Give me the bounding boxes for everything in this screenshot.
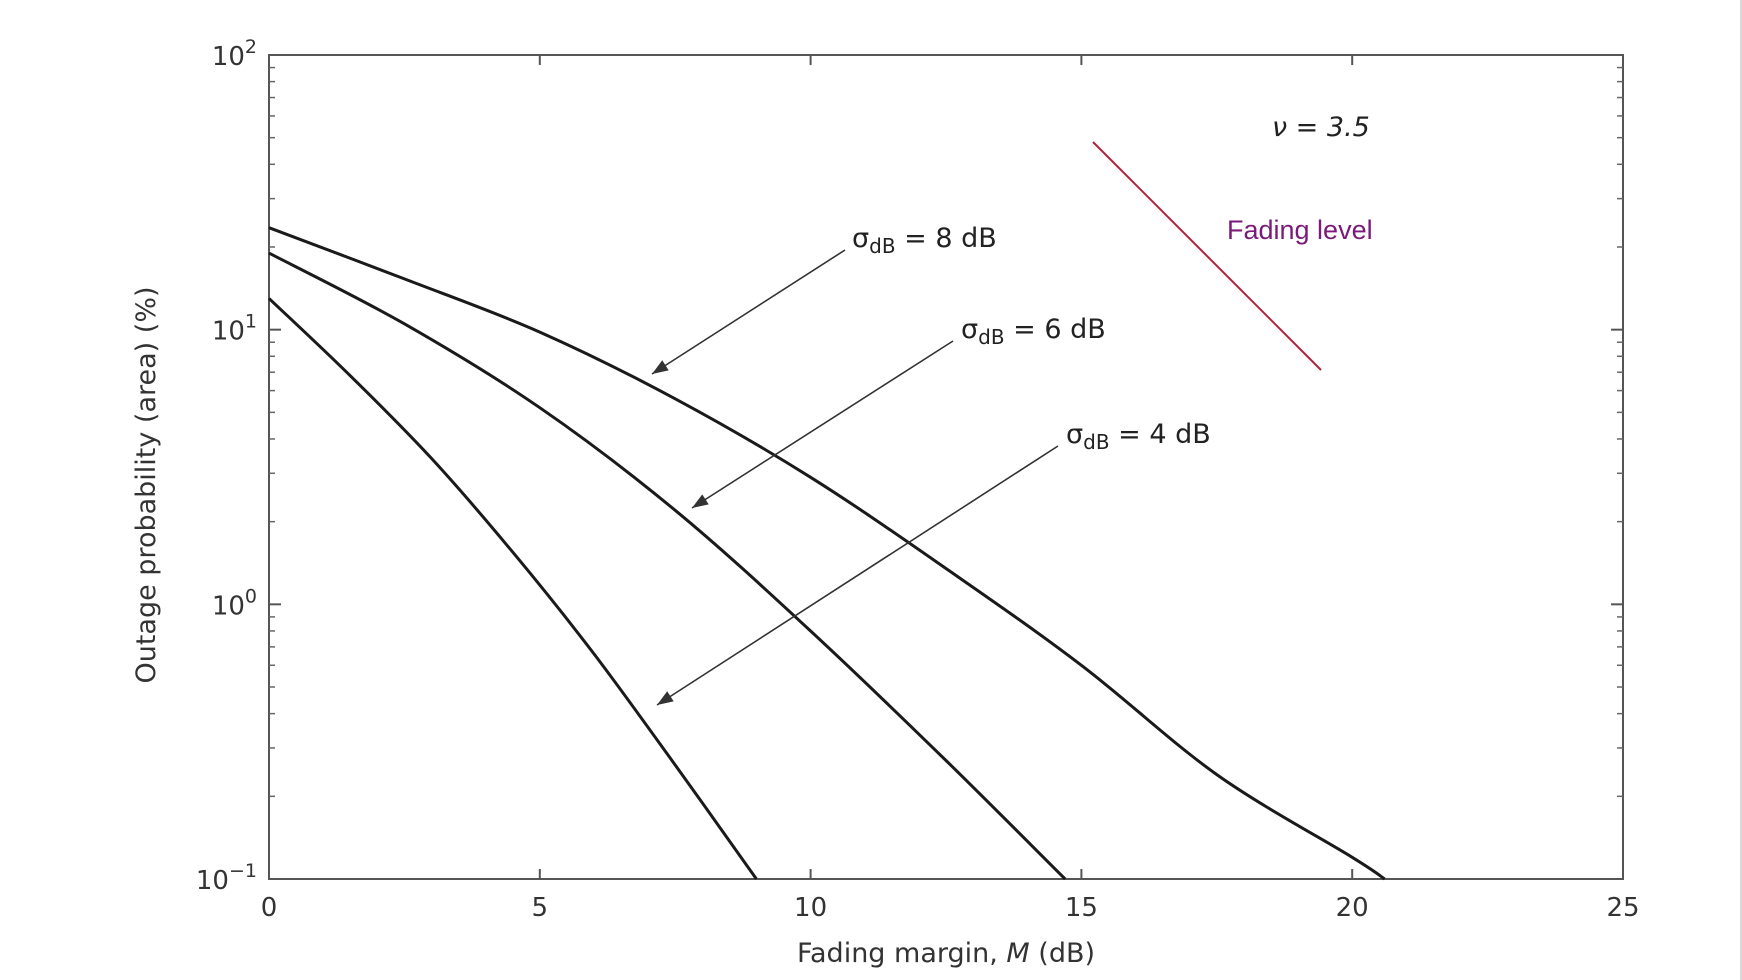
x-tick-label: 15 — [1065, 893, 1098, 923]
x-tick-label: 10 — [794, 893, 827, 923]
x-tick-label: 25 — [1606, 893, 1639, 923]
y-tick-label: 100 — [212, 585, 257, 621]
x-axis-title: Fading margin, M (dB) — [797, 938, 1095, 969]
sigma-6db-label: σdB = 6 dB — [961, 314, 1106, 349]
arrow-sigma-8db — [651, 249, 846, 375]
y-axis-title: Outage probability (area) (%) — [131, 286, 162, 683]
arrow-sigma-4db-head — [657, 691, 674, 705]
sigma-4db-label: σdB = 4 dB — [1066, 419, 1211, 454]
plot-frame — [268, 54, 1624, 880]
arrow-sigma-8db-head — [652, 360, 669, 374]
series-line-sigma-8db — [268, 226, 1386, 881]
x-tick-label: 20 — [1336, 893, 1369, 923]
series-curves — [267, 226, 1386, 881]
fading-level-line — [1092, 141, 1322, 371]
x-tick-label: 5 — [532, 893, 549, 923]
y-tick-labels: 10−1 100 101 102 — [196, 36, 257, 896]
y-tick-label: 102 — [212, 36, 257, 72]
arrow-sigma-6db — [691, 340, 954, 509]
x-tick-labels: 0 5 10 15 20 25 — [261, 893, 1640, 923]
y-tick-label: 10−1 — [196, 860, 257, 896]
arrow-sigma-4db — [656, 445, 1059, 706]
fading-level-label: Fading level — [1227, 215, 1373, 245]
x-tick-label: 0 — [261, 893, 278, 923]
series-line-sigma-4db — [267, 297, 758, 880]
axis-ticks — [268, 54, 1624, 880]
sigma-8db-label: σdB = 8 dB — [852, 223, 997, 258]
arrow-sigma-6db-head — [692, 494, 709, 508]
series-line-sigma-6db — [268, 251, 1067, 881]
y-tick-label: 101 — [212, 311, 257, 347]
label-arrows — [651, 249, 1059, 706]
slide-edge — [1740, 0, 1742, 980]
nu-label: ν = 3.5 — [1272, 112, 1370, 143]
